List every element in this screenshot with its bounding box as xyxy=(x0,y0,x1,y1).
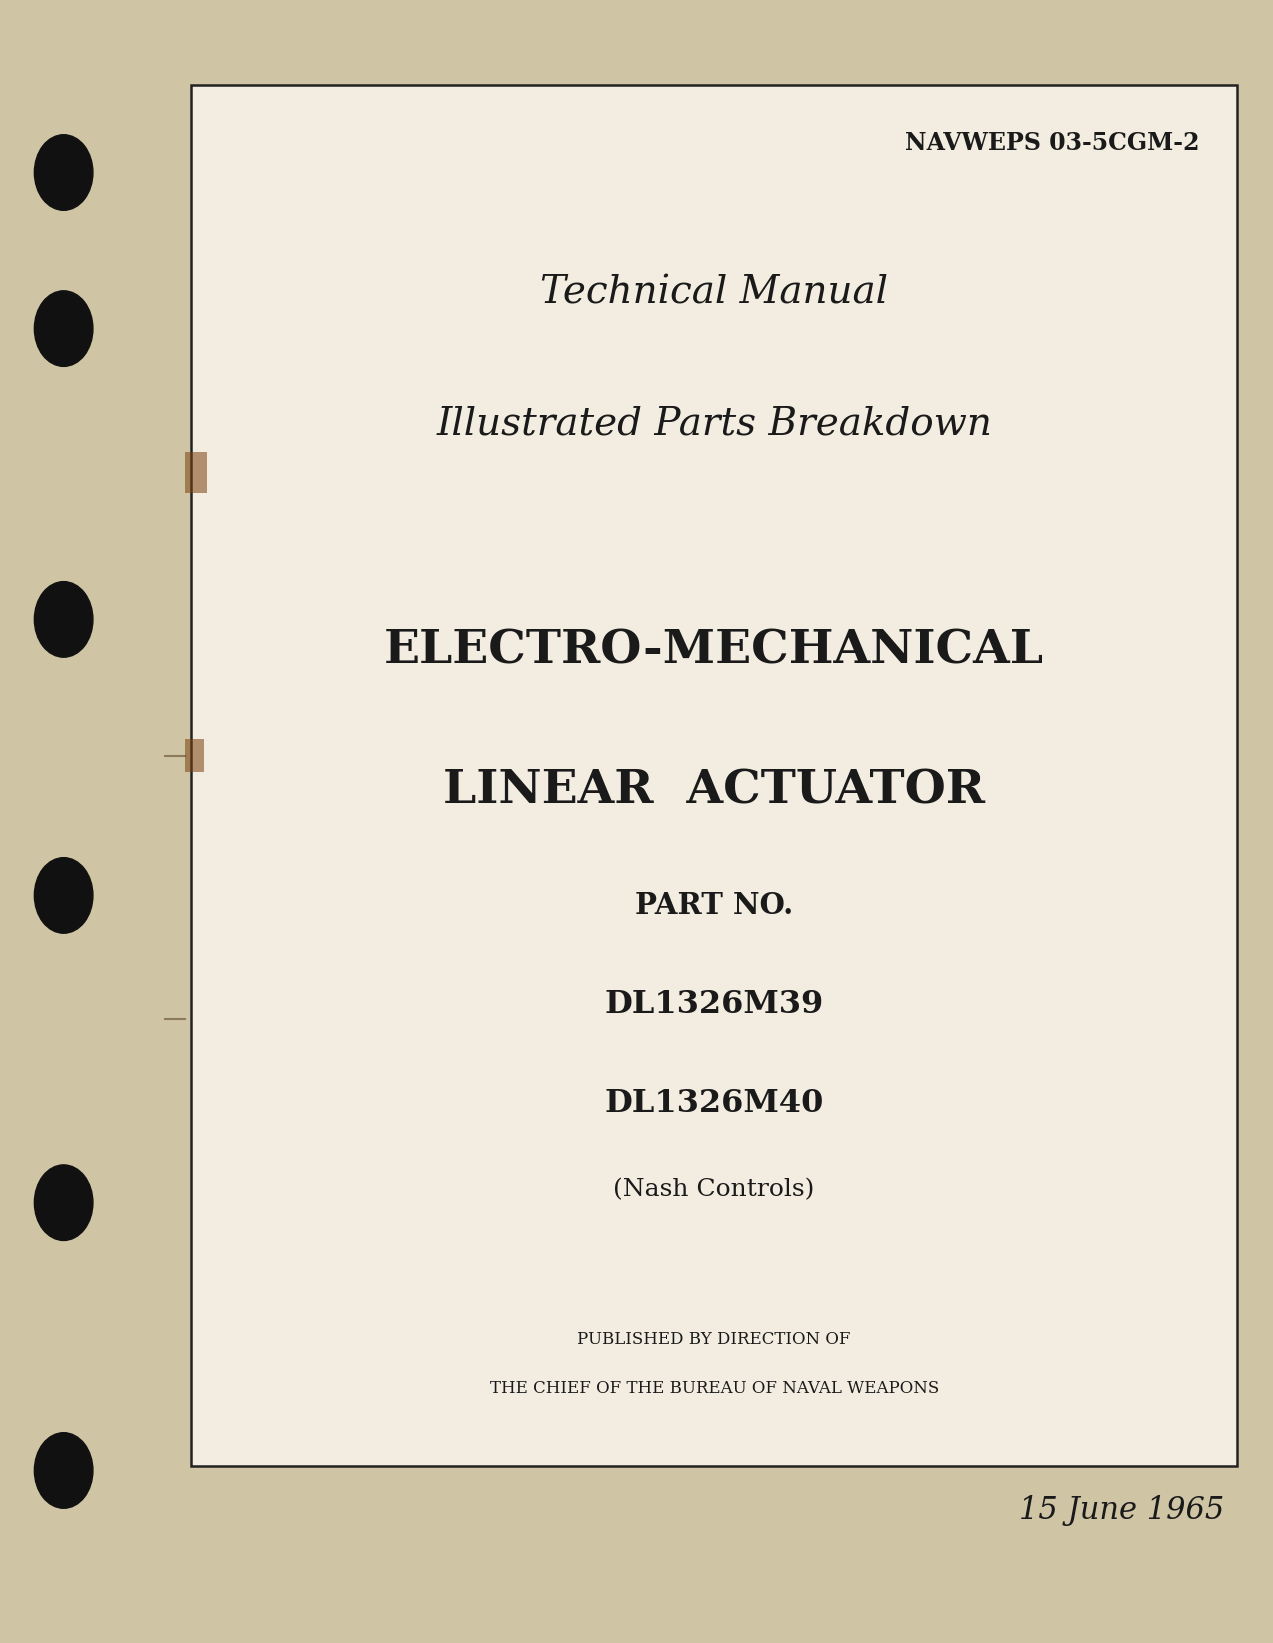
Text: ELECTRO-MECHANICAL: ELECTRO-MECHANICAL xyxy=(384,628,1044,674)
Text: Illustrated Parts Breakdown: Illustrated Parts Breakdown xyxy=(437,406,992,444)
Circle shape xyxy=(34,1165,93,1240)
Text: THE CHIEF OF THE BUREAU OF NAVAL WEAPONS: THE CHIEF OF THE BUREAU OF NAVAL WEAPONS xyxy=(490,1380,938,1397)
Circle shape xyxy=(34,291,93,366)
Text: 15 June 1965: 15 June 1965 xyxy=(1020,1495,1225,1526)
FancyBboxPatch shape xyxy=(185,452,207,493)
Text: DL1326M39: DL1326M39 xyxy=(605,989,824,1020)
FancyBboxPatch shape xyxy=(185,739,204,772)
Circle shape xyxy=(34,1433,93,1508)
Text: Technical Manual: Technical Manual xyxy=(540,274,889,312)
Text: NAVWEPS 03-5CGM-2: NAVWEPS 03-5CGM-2 xyxy=(905,131,1199,156)
Circle shape xyxy=(34,858,93,933)
Text: (Nash Controls): (Nash Controls) xyxy=(614,1178,815,1201)
Circle shape xyxy=(34,582,93,657)
FancyBboxPatch shape xyxy=(191,85,1237,1466)
Text: DL1326M40: DL1326M40 xyxy=(605,1088,824,1119)
Text: PART NO.: PART NO. xyxy=(635,891,793,920)
Text: LINEAR  ACTUATOR: LINEAR ACTUATOR xyxy=(443,767,985,813)
Circle shape xyxy=(34,135,93,210)
Text: PUBLISHED BY DIRECTION OF: PUBLISHED BY DIRECTION OF xyxy=(578,1331,850,1347)
